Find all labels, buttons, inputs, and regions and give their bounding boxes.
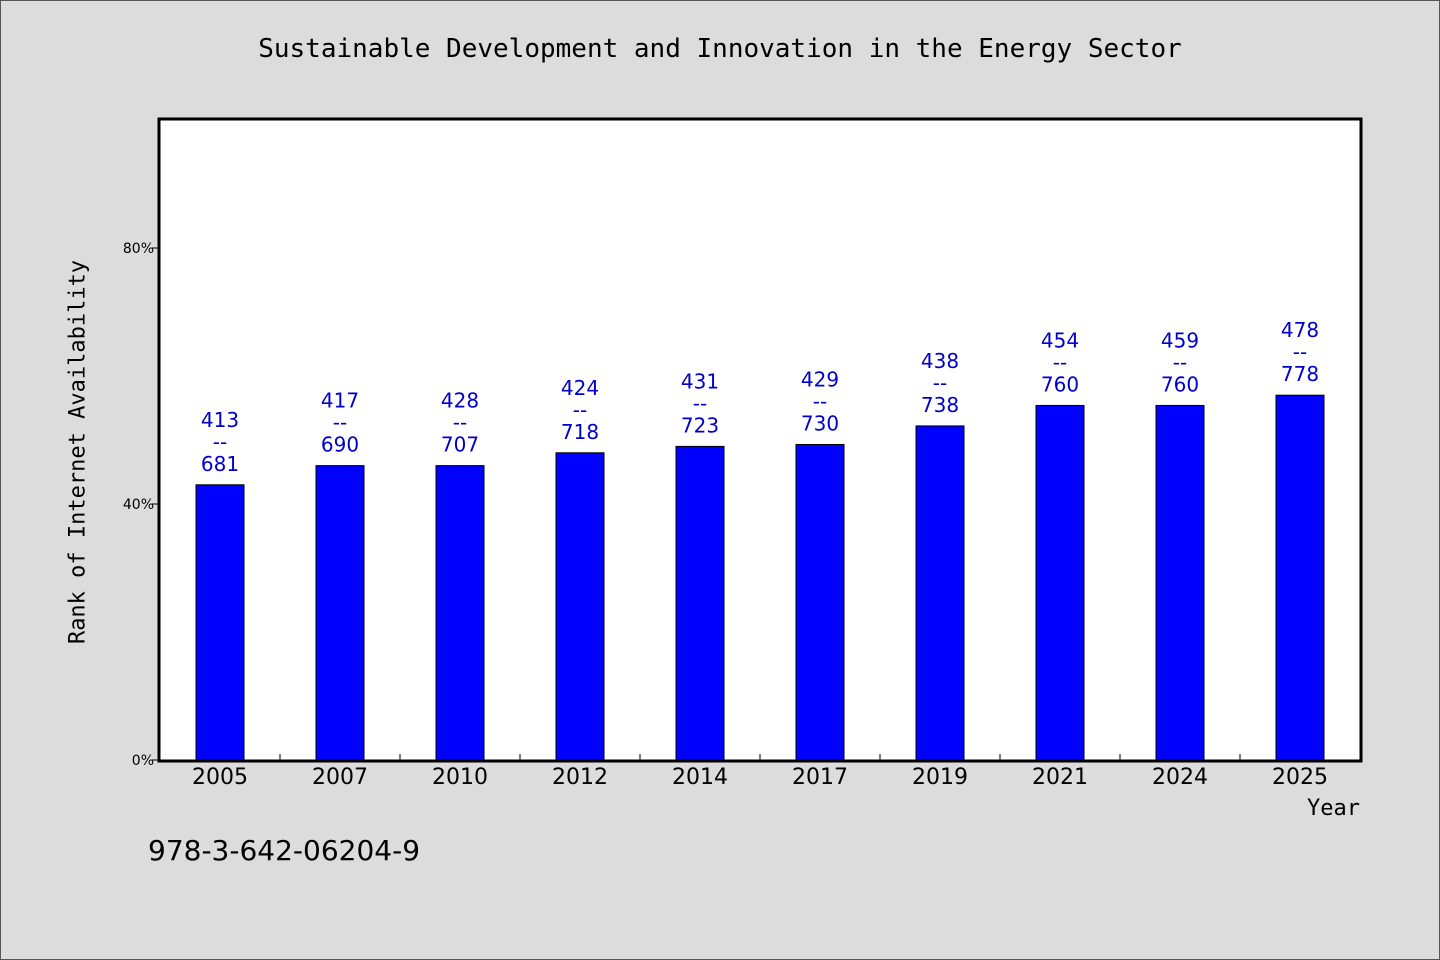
- y-tick-label-0: 0%: [132, 753, 154, 769]
- bar-label-2007-line-1: 417: [321, 389, 359, 413]
- bar-label-2010-line-3: 707: [441, 433, 479, 457]
- x-axis-title: Year: [1307, 796, 1360, 821]
- bar-label-2014-line-1: 431: [681, 369, 719, 393]
- bar-label-2019-line-1: 438: [921, 349, 959, 373]
- bar-label-2012-line-3: 718: [561, 420, 599, 444]
- bar-2010: [435, 465, 485, 761]
- x-tick-label-2005: 2005: [192, 765, 248, 790]
- bar-label-2010-line-2: --: [453, 411, 467, 435]
- bar-label-2017-line-3: 730: [801, 411, 839, 435]
- x-tick-label-2014: 2014: [672, 765, 728, 790]
- bar-label-2012-line-1: 424: [561, 376, 599, 400]
- bar-label-2012-line-2: --: [573, 398, 587, 422]
- bar-label-2024-line-3: 760: [1161, 372, 1199, 396]
- bar-2024: [1155, 404, 1205, 761]
- x-tick-label-2024: 2024: [1152, 765, 1208, 790]
- bar-label-2014-line-2: --: [693, 391, 707, 415]
- y-axis-title: Rank of Internet Availability: [65, 259, 91, 645]
- bar-2021: [1035, 404, 1085, 761]
- bar-label-2025-line-1: 478: [1281, 318, 1319, 342]
- x-tick-label-2010: 2010: [432, 765, 488, 790]
- x-tick-label-2021: 2021: [1032, 765, 1088, 790]
- bar-label-2005-line-1: 413: [201, 408, 239, 432]
- bar-label-2019-line-2: --: [933, 371, 947, 395]
- bar-label-2017-line-2: --: [813, 389, 827, 413]
- bar-label-2014-line-3: 723: [681, 413, 719, 437]
- bar-2007: [315, 465, 365, 761]
- bar-label-2024-line-1: 459: [1161, 328, 1199, 352]
- bar-label-2007-line-3: 690: [321, 433, 359, 457]
- x-ticks-group: 2005 2007 2010 2012 2014 2017 2019 2021 2024 2025: [192, 754, 1328, 790]
- bar-label-2019-line-3: 738: [921, 393, 959, 417]
- y-tick-label-40: 40%: [123, 497, 154, 513]
- bar-2014: [675, 445, 725, 761]
- bar-2019: [915, 425, 965, 761]
- x-tick-label-2019: 2019: [912, 765, 968, 790]
- bar-2012: [555, 452, 605, 761]
- bar-label-2021-line-2: --: [1053, 350, 1067, 374]
- chart-title: Sustainable Development and Innovation i…: [258, 34, 1182, 64]
- bar-2025: [1275, 394, 1325, 761]
- bar-label-2005-line-3: 681: [201, 452, 239, 476]
- bar-label-2024-line-2: --: [1173, 350, 1187, 374]
- bar-2017: [795, 443, 845, 761]
- bar-label-2021-line-1: 454: [1041, 328, 1079, 352]
- bar-label-2017-line-1: 429: [801, 367, 839, 391]
- x-tick-label-2017: 2017: [792, 765, 848, 790]
- bar-label-2007-line-2: --: [333, 411, 347, 435]
- bar-labels-group: 413--681417--690428--707424--718431--723…: [201, 318, 1319, 476]
- bar-label-2010-line-1: 428: [441, 389, 479, 413]
- y-tick-label-80: 80%: [123, 241, 154, 257]
- bars-group: [195, 394, 1325, 761]
- bar-label-2025-line-2: --: [1293, 340, 1307, 364]
- x-tick-label-2012: 2012: [552, 765, 608, 790]
- bar-label-2025-line-3: 778: [1281, 362, 1319, 386]
- bar-2005: [195, 484, 245, 761]
- bar-label-2021-line-3: 760: [1041, 372, 1079, 396]
- bar-label-2005-line-2: --: [213, 430, 227, 454]
- x-tick-label-2007: 2007: [312, 765, 368, 790]
- y-ticks-group: 0% 40% 80%: [123, 241, 160, 769]
- x-tick-label-2025: 2025: [1272, 765, 1328, 790]
- isbn-label: 978-3-642-06204-9: [148, 834, 421, 867]
